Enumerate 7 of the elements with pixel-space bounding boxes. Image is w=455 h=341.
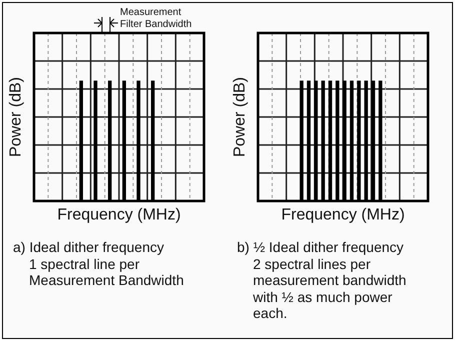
text: Measurement Filter Bandwidth bbox=[120, 7, 193, 31]
y-axis-title: Power (dB) bbox=[231, 76, 248, 158]
text: b) ½ Ideal dither frequency 2 spectral lines per measurement bandwidth with ½ as much power each. bbox=[237, 239, 408, 322]
x-axis-title: Frequency (MHz) bbox=[57, 206, 181, 224]
x-axis-title: Frequency (MHz) bbox=[281, 206, 405, 224]
y-axis-title: Power (dB) bbox=[7, 76, 24, 158]
text: a) Ideal dither frequency 1 spectral line per Measurement Bandwidth bbox=[13, 239, 185, 288]
